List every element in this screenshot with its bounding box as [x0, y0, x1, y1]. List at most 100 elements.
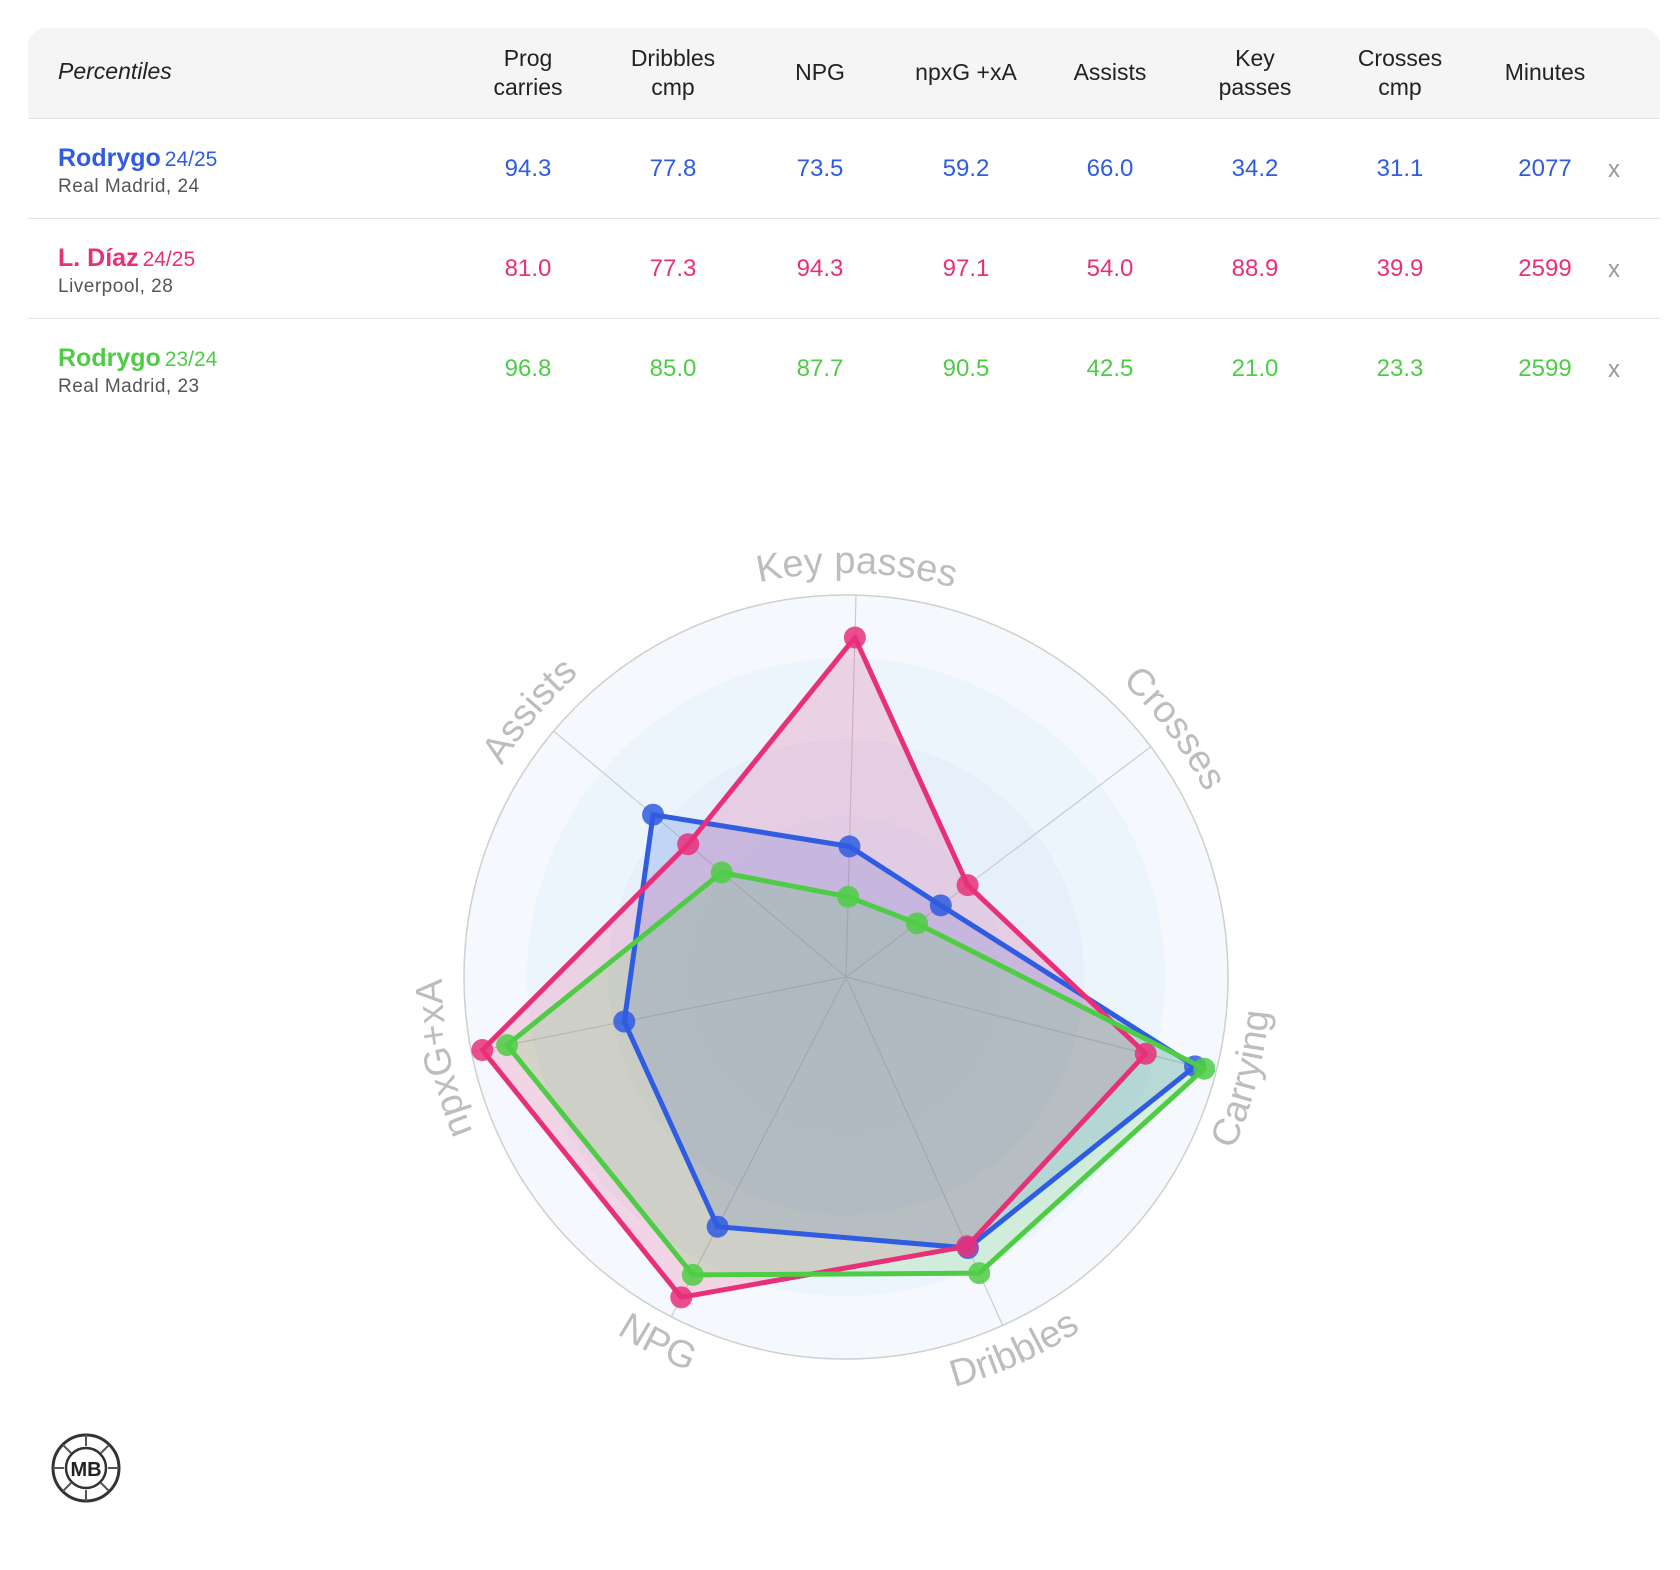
column-header[interactable]: Key passes	[1185, 44, 1325, 102]
data-point	[956, 874, 979, 897]
column-header-line: cmp	[651, 74, 695, 100]
player-name[interactable]: Rodrygo 23/24	[58, 344, 217, 373]
column-header-line: carries	[493, 74, 563, 100]
stat-value: 77.8	[649, 155, 697, 182]
stat-value: 94.3	[796, 255, 844, 282]
series-line	[504, 869, 1207, 1278]
column-header-line: passes	[1218, 74, 1292, 100]
series-area	[624, 814, 1195, 1249]
column-header[interactable]: Assists	[1040, 58, 1180, 87]
player-row: Rodrygo 24/25 Real Madrid, 24 94.3 77.8 73.5 5…	[28, 118, 1660, 219]
stat-value: 88.9	[1231, 255, 1279, 282]
player-team: Real Madrid, 23	[58, 376, 200, 397]
player-season: 24/25	[164, 148, 218, 171]
player-row: L. Díaz 24/25 Liverpool, 28 81.0 77.3 94.3 97.…	[28, 218, 1660, 319]
stat-value: 94.3	[504, 155, 552, 182]
player-season: 24/25	[142, 248, 196, 271]
data-point	[968, 1262, 991, 1285]
column-header[interactable]: npxG +xA	[896, 58, 1036, 87]
axis-spoke	[471, 976, 847, 1053]
stat-value: 59.2	[942, 155, 990, 182]
stat-value: 2077	[1518, 155, 1572, 182]
stat-value: 81.0	[504, 255, 552, 282]
grid-outline	[463, 594, 1229, 1360]
series-line	[621, 812, 1198, 1251]
axis-label: Key passes	[753, 540, 962, 596]
remove-player-button[interactable]: x	[1608, 256, 1620, 283]
axis-spoke	[670, 976, 847, 1317]
percentiles-label: Percentiles	[58, 58, 172, 84]
stat-value: 54.0	[1086, 255, 1134, 282]
data-point	[710, 861, 733, 884]
data-point	[843, 626, 866, 649]
column-header-line: NPG	[795, 59, 845, 85]
data-point	[496, 1034, 519, 1057]
column-header-line: npxG +xA	[915, 59, 1017, 85]
column-header-line: Key	[1235, 45, 1275, 71]
data-point	[1193, 1057, 1216, 1080]
stat-value: 97.1	[942, 255, 990, 282]
player-name[interactable]: Rodrygo 24/25	[58, 144, 217, 173]
data-point	[906, 912, 929, 935]
player-name[interactable]: L. Díaz 24/25	[58, 244, 195, 273]
data-point	[929, 894, 952, 917]
data-point	[670, 1286, 693, 1309]
data-point	[1134, 1042, 1157, 1065]
stat-value: 96.8	[504, 355, 552, 382]
player-name-text: L. Díaz	[58, 244, 139, 272]
series-area	[507, 872, 1205, 1275]
series-area	[482, 637, 1146, 1298]
axis-spoke	[845, 746, 1152, 978]
column-header-line: Dribbles	[630, 45, 716, 71]
column-header[interactable]: Dribbles cmp	[603, 44, 743, 102]
column-header-line: Assists	[1073, 59, 1147, 85]
data-point	[471, 1039, 494, 1062]
data-point	[706, 1215, 729, 1238]
table-header: Percentiles Prog carries Dribbles cmp NPG npx…	[28, 28, 1660, 119]
stat-value: 34.2	[1231, 155, 1279, 182]
player-row: Rodrygo 23/24 Real Madrid, 23 96.8 85.0 87.7 9…	[28, 318, 1660, 418]
column-header[interactable]: Prog carries	[458, 44, 598, 102]
player-season: 23/24	[164, 348, 218, 371]
stat-value: 23.3	[1376, 355, 1424, 382]
stat-value: 39.9	[1376, 255, 1424, 282]
data-point	[838, 835, 861, 858]
stat-value: 90.5	[942, 355, 990, 382]
axis-spoke	[845, 595, 857, 978]
remove-player-button[interactable]: x	[1608, 156, 1620, 183]
player-name-text: Rodrygo	[58, 144, 161, 172]
stat-value: 66.0	[1086, 155, 1134, 182]
axis-label-text: Key passes	[753, 540, 962, 596]
column-header[interactable]: Crosses cmp	[1330, 44, 1470, 102]
data-point	[681, 1263, 704, 1286]
player-team: Liverpool, 28	[58, 276, 174, 297]
stat-value: 31.1	[1376, 155, 1424, 182]
remove-player-button[interactable]: x	[1608, 356, 1620, 383]
data-point	[642, 803, 665, 826]
data-point	[837, 885, 860, 908]
logo-text: MB	[70, 1459, 101, 1481]
percentiles-table: Percentiles Prog carries Dribbles cmp NPG npx…	[28, 28, 1660, 408]
stat-value: 2599	[1518, 255, 1572, 282]
player-name-text: Rodrygo	[58, 344, 161, 372]
column-header[interactable]: NPG	[750, 58, 890, 87]
column-header-line: Crosses	[1357, 45, 1443, 71]
data-point	[613, 1010, 636, 1033]
column-header-line: Prog	[503, 45, 553, 71]
stat-value: 42.5	[1086, 355, 1134, 382]
stat-value: 85.0	[649, 355, 697, 382]
stat-value: 87.7	[796, 355, 844, 382]
column-header-line: cmp	[1378, 74, 1422, 100]
data-point	[677, 833, 700, 856]
column-header-line: Minutes	[1504, 59, 1586, 85]
stat-value: 2599	[1518, 355, 1572, 382]
player-team: Real Madrid, 24	[58, 176, 200, 197]
stat-value: 21.0	[1231, 355, 1279, 382]
data-point	[956, 1235, 979, 1258]
stat-value: 77.3	[649, 255, 697, 282]
mb-logo: MB	[50, 1432, 122, 1509]
axis-spoke	[553, 730, 847, 978]
stat-value: 73.5	[796, 155, 844, 182]
column-header[interactable]: Minutes	[1475, 58, 1615, 87]
